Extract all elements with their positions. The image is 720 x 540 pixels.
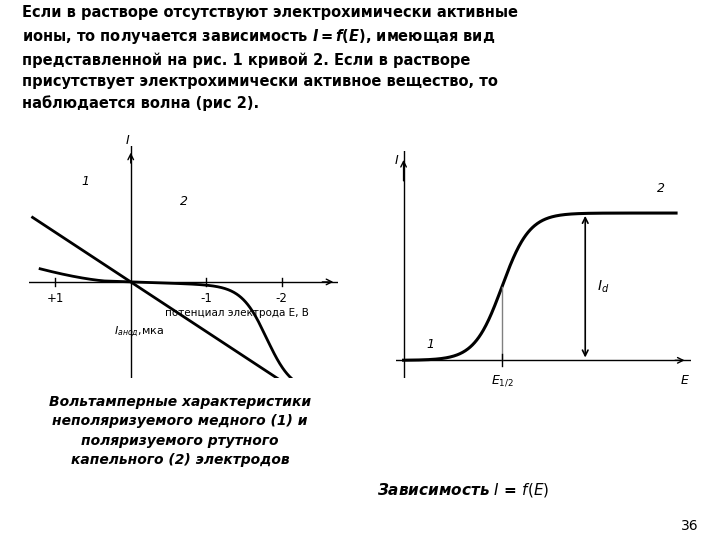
Text: потенциал электрода E, В: потенциал электрода E, В (165, 308, 308, 318)
Text: Зависимость $\mathit{I}$ = $\mathit{f(E)}$: Зависимость $\mathit{I}$ = $\mathit{f(E)… (377, 481, 549, 499)
Text: $I$: $I$ (125, 134, 130, 147)
Text: 1: 1 (81, 176, 89, 188)
Text: Если в растворе отсутствуют электрохимически активные
ионы, то получается зависи: Если в растворе отсутствуют электрохимич… (22, 5, 518, 111)
Text: $E_{1/2}$: $E_{1/2}$ (490, 374, 513, 388)
Text: -1: -1 (200, 292, 212, 305)
Text: -2: -2 (276, 292, 288, 305)
Text: $E$: $E$ (680, 374, 690, 387)
Text: Вольтамперные характеристики
неполяризуемого медного (1) и
поляризуемого ртутног: Вольтамперные характеристики неполяризуе… (49, 395, 311, 467)
Text: $I_{анод}$,мка: $I_{анод}$,мка (114, 324, 164, 339)
Text: +1: +1 (47, 292, 64, 305)
Text: 1: 1 (426, 339, 434, 352)
Text: 2: 2 (657, 183, 665, 195)
Text: $I_d$: $I_d$ (597, 279, 609, 295)
Text: 36: 36 (681, 519, 698, 534)
Text: $I$: $I$ (395, 154, 400, 167)
Text: 2: 2 (179, 195, 188, 208)
